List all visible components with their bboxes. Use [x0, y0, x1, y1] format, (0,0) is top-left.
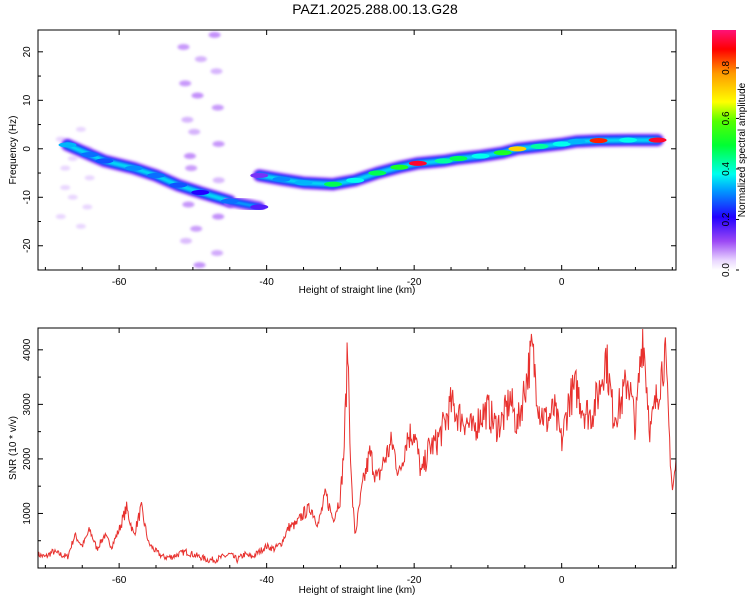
colorbar-tick-label: 0.8	[721, 61, 732, 75]
spectrogram-noise-blob	[60, 165, 71, 171]
spectrogram-peak	[272, 176, 291, 182]
colorbar: 0.0 0.2 0.4 0.6 0.8 Normalized spectral ampl…	[712, 30, 748, 277]
spectrogram-x-tick-label: 0	[559, 277, 565, 288]
spectrogram-noise-blob	[67, 155, 78, 161]
snr-y-tick-label: 3000	[22, 393, 33, 416]
spectrogram-peak	[191, 189, 210, 196]
spectrogram-peak	[220, 198, 239, 204]
spectrogram-y-tick-label: -20	[22, 238, 33, 253]
colorbar-label: Normalized spectral amplitude	[737, 82, 748, 217]
spectrogram-noise-blob	[181, 116, 194, 123]
spectrogram-peak	[250, 204, 269, 210]
spectrogram-peak	[80, 152, 99, 158]
spectrogram-peak	[324, 181, 343, 187]
spectrogram-noise-blob	[60, 185, 71, 191]
spectrogram-peak	[169, 182, 188, 188]
spectrogram-peak	[434, 158, 453, 164]
spectrogram-noise-blob	[211, 250, 224, 257]
spectrogram-noise-blob	[208, 31, 221, 38]
snr-y-axis-title: SNR (10 * v/v)	[8, 416, 19, 480]
spectrogram-y-tick-label: -10	[22, 190, 33, 205]
snr-y-tick-label: 1000	[22, 502, 33, 525]
spectrogram-noise-blob	[194, 56, 207, 63]
spectrogram-frame	[37, 29, 677, 271]
spectrogram-panel: -60 -40 -20 0 -20 -10 0 10 20 Height of straigh…	[8, 29, 677, 296]
snr-x-axis-title: Height of straight line (km)	[299, 585, 416, 596]
spectrogram-peak	[449, 155, 468, 162]
spectrogram-peak	[471, 153, 490, 159]
spectrogram-noise-blob	[212, 177, 225, 184]
spectrogram-y-tick-label: 20	[22, 46, 33, 58]
spectrogram-noise-blob	[67, 194, 78, 200]
colorbar-tick-label: 0.6	[721, 111, 732, 125]
spectrogram-noise-blob	[179, 80, 192, 87]
colorbar-tick-label: 0.0	[721, 263, 732, 277]
spectrogram-peak	[493, 150, 512, 156]
spectrogram-peak	[294, 180, 313, 186]
spectrogram-noise-blob	[182, 201, 195, 208]
snr-series-line	[38, 328, 676, 565]
snr-x-tick-label: 0	[559, 575, 565, 586]
spectrogram-peak	[250, 172, 269, 179]
spectrogram-y-tick-label: 0	[22, 146, 33, 152]
spectrogram-noise-blob	[177, 43, 190, 50]
spectrogram-peak	[567, 138, 586, 145]
spectrogram-y-ticks: -20 -10 0 10 20	[22, 46, 676, 271]
snr-y-ticks: 1000 2000 3000 4000	[22, 338, 676, 542]
spectrogram-noise-blob	[75, 223, 86, 229]
snr-y-tick-label: 4000	[22, 338, 33, 361]
snr-panel: -60 -40 -20 0 1000 2000 3000 4000 Height of st…	[8, 327, 677, 596]
snr-x-tick-label: -60	[112, 575, 127, 586]
colorbar-ticks: 0.0 0.2 0.4 0.6 0.8	[721, 61, 739, 277]
spectrogram-noise-blob	[75, 126, 86, 132]
spectrogram-noise-blob	[210, 68, 223, 75]
spectrogram-peak	[619, 137, 638, 143]
spectrogram-noise-blob	[188, 128, 201, 135]
spectrogram-peak	[368, 170, 387, 176]
spectrogram-y-tick-label: 10	[22, 94, 33, 106]
snr-frame	[37, 327, 677, 569]
spectrogram-peak	[346, 177, 365, 183]
spectrogram-peak	[530, 143, 549, 149]
spectrogram-noise-blob	[180, 237, 193, 244]
spectrogram-peak	[408, 160, 427, 166]
spectrogram-noise-blob	[193, 262, 206, 269]
spectrogram-noise-blob	[55, 214, 66, 220]
spectrogram-noise-blob	[211, 104, 224, 111]
spectrogram-noise-blob	[190, 225, 203, 232]
spectrogram-noise-blob	[212, 140, 225, 147]
spectrogram-noise-blob	[84, 175, 95, 181]
spectrogram-x-tick-label: -40	[259, 277, 274, 288]
spectrogram-peak	[124, 165, 143, 171]
spectrogram-noise-blob	[183, 153, 196, 160]
spectrogram-x-ticks: -60 -40 -20 0	[44, 30, 673, 288]
spectrogram-peak	[648, 137, 667, 143]
spectrogram-marks	[55, 31, 667, 269]
spectrogram-noise-blob	[212, 213, 225, 220]
spectrogram-noise-blob	[191, 92, 204, 99]
colorbar-tick-label: 0.2	[721, 212, 732, 226]
figure-title: PAZ1.2025.288.00.13.G28	[292, 1, 458, 17]
spectrogram-x-axis-title: Height of straight line (km)	[299, 285, 416, 296]
spectrogram-x-tick-label: -60	[112, 277, 127, 288]
spectrogram-peak	[508, 146, 527, 152]
spectrogram-noise-blob	[82, 204, 93, 210]
colorbar-tick-label: 0.4	[721, 162, 732, 176]
colorbar-gradient	[712, 30, 736, 270]
spectrogram-peak	[95, 158, 114, 164]
snr-x-tick-label: -20	[407, 575, 422, 586]
spectrogram-noise-blob	[185, 165, 198, 172]
spectrogram-peak	[390, 164, 409, 170]
snr-x-ticks: -60 -40 -20 0	[44, 328, 673, 586]
spectrogram-peak	[147, 172, 166, 179]
spectrogram-peak	[552, 141, 571, 147]
spectrogram-x-tick-label: -20	[407, 277, 422, 288]
snr-y-tick-label: 2000	[22, 447, 33, 470]
snr-x-tick-label: -40	[259, 575, 274, 586]
spectrogram-y-axis-title: Frequency (Hz)	[8, 116, 19, 185]
spectrogram-peak	[58, 142, 77, 148]
spectrogram-peak	[589, 137, 608, 144]
